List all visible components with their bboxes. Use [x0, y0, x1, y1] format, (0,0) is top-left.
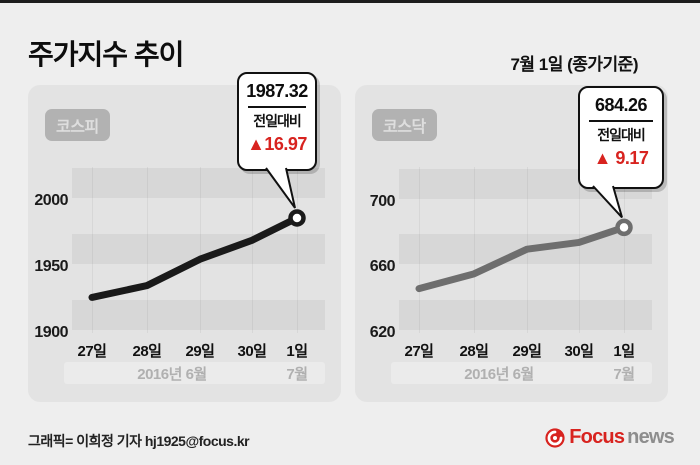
index-trend-line — [415, 223, 628, 293]
plot-gridline — [297, 167, 298, 333]
plot-gridline — [624, 167, 625, 333]
focus-news-logo: Focus news — [544, 426, 675, 449]
logo-text-news: news — [627, 426, 675, 448]
plot-gridline — [579, 167, 580, 333]
callout-divider — [248, 106, 306, 108]
top-border-bar — [0, 0, 700, 3]
plot-stripe — [399, 300, 652, 330]
y-axis-tick-label: 660 — [369, 258, 396, 276]
x-axis-day-label: 28일 — [459, 343, 490, 360]
kosdaq-close-value: 684.26 — [594, 95, 648, 115]
kospi-line-chart — [88, 214, 301, 301]
page-title: 주가지수 추이 — [28, 38, 184, 70]
kosdaq-line-chart — [415, 223, 628, 293]
kosdaq-badge: 코스닥 — [372, 109, 437, 141]
date-note: 7월 1일 (종가기준) — [510, 55, 638, 74]
plot-gridline — [252, 167, 253, 333]
y-axis-tick-label: 700 — [369, 192, 396, 210]
kospi-close-value: 1987.32 — [246, 81, 308, 101]
x-axis-day-label: 30일 — [564, 343, 595, 360]
kospi-change-label: 전일대비 — [253, 113, 302, 129]
plot-gridline — [419, 167, 420, 333]
kosdaq-change-value: ▲ 9.17 — [593, 148, 649, 168]
x-axis-day-label: 30일 — [237, 343, 268, 360]
x-axis-day-label: 29일 — [185, 343, 216, 360]
plot-gridline — [147, 167, 148, 333]
kospi-callout: 1987.32 전일대비 ▲16.97 — [237, 72, 317, 171]
index-trend-line — [88, 214, 301, 301]
x-axis-month-band: 2016년 6월 — [64, 362, 280, 384]
x-axis-month-band: 7월 — [596, 362, 652, 384]
kosdaq-change-label: 전일대비 — [597, 127, 646, 143]
x-axis-month-band: 2016년 6월 — [391, 362, 607, 384]
x-axis-day-label: 1일 — [613, 343, 635, 360]
x-axis-month-band: 7월 — [269, 362, 325, 384]
callout-divider — [589, 120, 653, 122]
x-axis-day-label: 27일 — [404, 343, 435, 360]
graphic-credit: 그래픽= 이희정 기자 hj1925@focus.kr — [28, 433, 250, 449]
plot-gridline — [474, 167, 475, 333]
plot-stripe — [72, 300, 325, 330]
x-axis-day-label: 29일 — [512, 343, 543, 360]
logo-text-focus: Focus — [569, 426, 625, 448]
kosdaq-callout: 684.26 전일대비 ▲ 9.17 — [578, 86, 664, 189]
x-axis-day-label: 1일 — [286, 343, 308, 360]
y-axis-tick-label: 1900 — [34, 324, 68, 341]
focus-swirl-icon — [545, 427, 565, 448]
y-axis-tick-label: 1950 — [34, 258, 68, 276]
kospi-chart-panel: 코스피 2000 1950 1900 27일 28일 29일 30일 1일 2016년 6월 7월… — [28, 72, 341, 402]
kosdaq-chart-panel: 코스닥 700 660 620 27일 28일 29일 30일 1일 2016년 6월 7월 68… — [355, 85, 668, 402]
y-axis-tick-label: 620 — [369, 324, 396, 341]
x-axis-day-label: 28일 — [132, 343, 163, 360]
kospi-change-value: ▲16.97 — [247, 134, 307, 154]
plot-gridline — [200, 167, 201, 333]
y-axis-tick-label: 2000 — [34, 192, 68, 210]
kospi-badge: 코스피 — [45, 109, 110, 141]
plot-gridline — [92, 167, 93, 333]
x-axis-day-label: 27일 — [77, 343, 108, 360]
